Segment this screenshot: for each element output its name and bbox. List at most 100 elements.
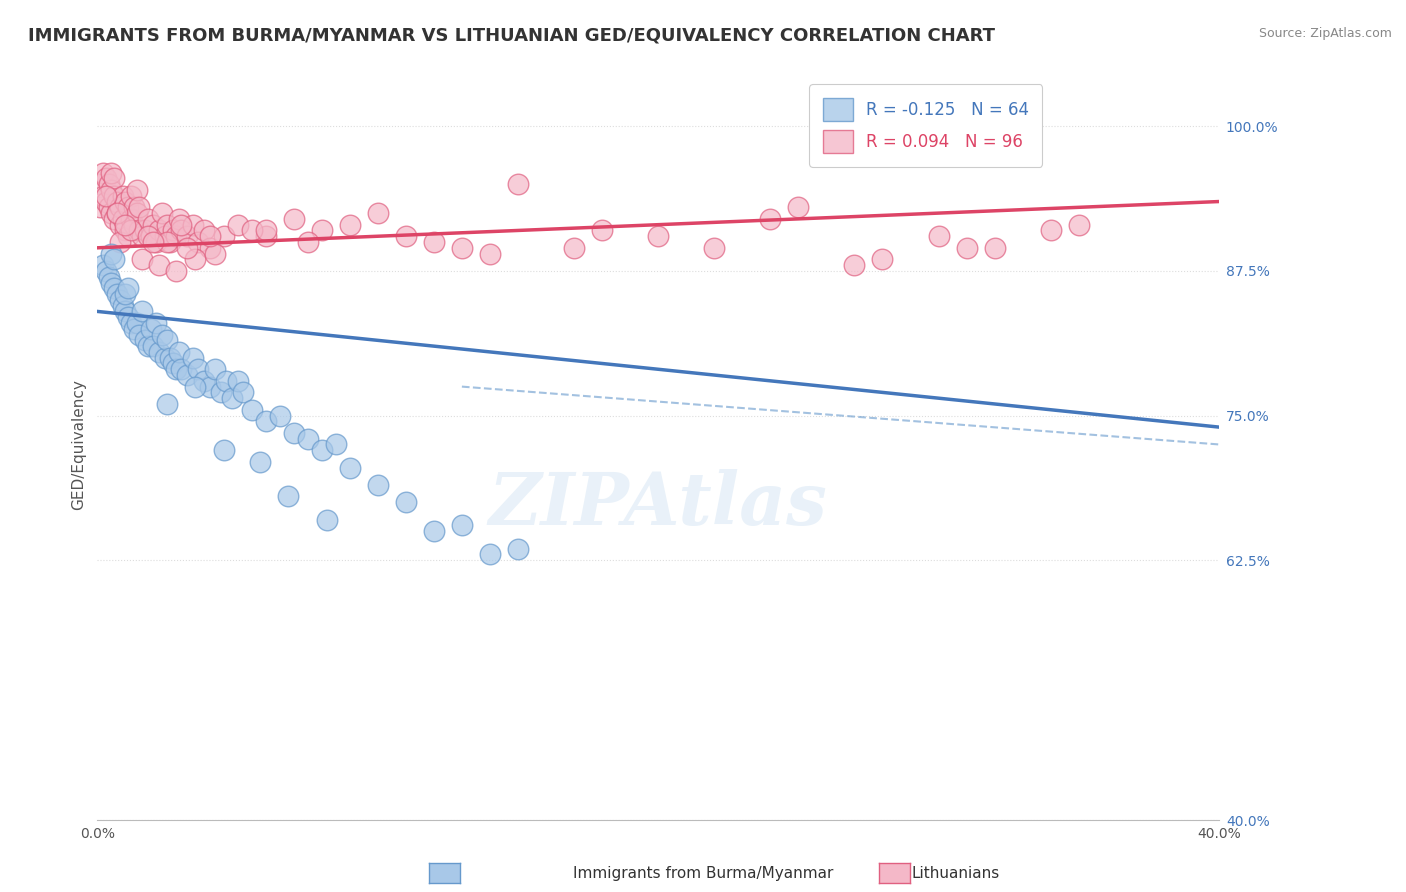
- Point: [114, 287, 136, 301]
- Point: [128, 200, 150, 214]
- Point: [97, 177, 120, 191]
- Point: [311, 443, 333, 458]
- Point: [184, 252, 207, 267]
- Point: [105, 206, 128, 220]
- Point: [170, 362, 193, 376]
- Point: [111, 211, 134, 226]
- Point: [136, 339, 159, 353]
- Legend: R = -0.125   N = 64, R = 0.094   N = 96: R = -0.125 N = 64, R = 0.094 N = 96: [810, 85, 1042, 167]
- Point: [105, 206, 128, 220]
- Y-axis label: GED/Equivalency: GED/Equivalency: [72, 379, 86, 510]
- Point: [181, 218, 204, 232]
- Point: [148, 223, 170, 237]
- Point: [450, 241, 472, 255]
- Point: [125, 316, 148, 330]
- Point: [156, 334, 179, 348]
- Point: [478, 246, 501, 260]
- Point: [162, 356, 184, 370]
- Text: IMMIGRANTS FROM BURMA/MYANMAR VS LITHUANIAN GED/EQUIVALENCY CORRELATION CHART: IMMIGRANTS FROM BURMA/MYANMAR VS LITHUAN…: [28, 27, 995, 45]
- Point: [134, 334, 156, 348]
- Point: [198, 379, 221, 393]
- Point: [254, 414, 277, 428]
- Point: [122, 322, 145, 336]
- Point: [928, 229, 950, 244]
- Point: [254, 229, 277, 244]
- Point: [120, 188, 142, 202]
- Text: Lithuanians: Lithuanians: [912, 866, 1000, 881]
- Point: [297, 432, 319, 446]
- Point: [193, 374, 215, 388]
- Point: [249, 455, 271, 469]
- Point: [142, 218, 165, 232]
- Point: [131, 252, 153, 267]
- Point: [395, 495, 418, 509]
- Point: [97, 200, 120, 214]
- Point: [311, 223, 333, 237]
- Point: [125, 183, 148, 197]
- Point: [187, 235, 209, 249]
- Point: [647, 229, 669, 244]
- Point: [269, 409, 291, 423]
- Point: [150, 327, 173, 342]
- Point: [156, 397, 179, 411]
- Point: [204, 246, 226, 260]
- Point: [297, 235, 319, 249]
- Point: [176, 241, 198, 255]
- Point: [94, 171, 117, 186]
- Point: [844, 258, 866, 272]
- Point: [117, 281, 139, 295]
- Point: [226, 218, 249, 232]
- Point: [128, 223, 150, 237]
- Point: [165, 229, 187, 244]
- Point: [94, 194, 117, 209]
- Point: [131, 304, 153, 318]
- Point: [367, 478, 389, 492]
- Point: [91, 258, 114, 272]
- Point: [128, 327, 150, 342]
- Text: ZIPAtlas: ZIPAtlas: [489, 469, 828, 540]
- Point: [162, 223, 184, 237]
- Text: Immigrants from Burma/Myanmar: Immigrants from Burma/Myanmar: [572, 866, 834, 881]
- Point: [97, 269, 120, 284]
- Point: [103, 281, 125, 295]
- Point: [103, 171, 125, 186]
- Point: [316, 513, 339, 527]
- Point: [159, 235, 181, 249]
- Point: [181, 351, 204, 365]
- Point: [136, 229, 159, 244]
- Point: [506, 541, 529, 556]
- Point: [108, 200, 131, 214]
- Point: [983, 241, 1005, 255]
- Point: [153, 351, 176, 365]
- Point: [339, 218, 361, 232]
- Point: [117, 200, 139, 214]
- Point: [283, 425, 305, 440]
- Point: [872, 252, 894, 267]
- Point: [204, 362, 226, 376]
- Point: [156, 218, 179, 232]
- Point: [167, 211, 190, 226]
- Point: [240, 223, 263, 237]
- Point: [105, 287, 128, 301]
- Point: [562, 241, 585, 255]
- Point: [134, 223, 156, 237]
- Point: [114, 223, 136, 237]
- Point: [165, 362, 187, 376]
- Point: [148, 258, 170, 272]
- Point: [108, 218, 131, 232]
- Point: [955, 241, 977, 255]
- Point: [240, 402, 263, 417]
- Point: [125, 206, 148, 220]
- Point: [114, 194, 136, 209]
- Point: [187, 362, 209, 376]
- Point: [212, 443, 235, 458]
- Point: [283, 211, 305, 226]
- Point: [325, 437, 347, 451]
- Point: [122, 200, 145, 214]
- Point: [703, 241, 725, 255]
- Text: Source: ZipAtlas.com: Source: ZipAtlas.com: [1258, 27, 1392, 40]
- Point: [153, 229, 176, 244]
- Point: [145, 316, 167, 330]
- Point: [339, 460, 361, 475]
- Point: [139, 322, 162, 336]
